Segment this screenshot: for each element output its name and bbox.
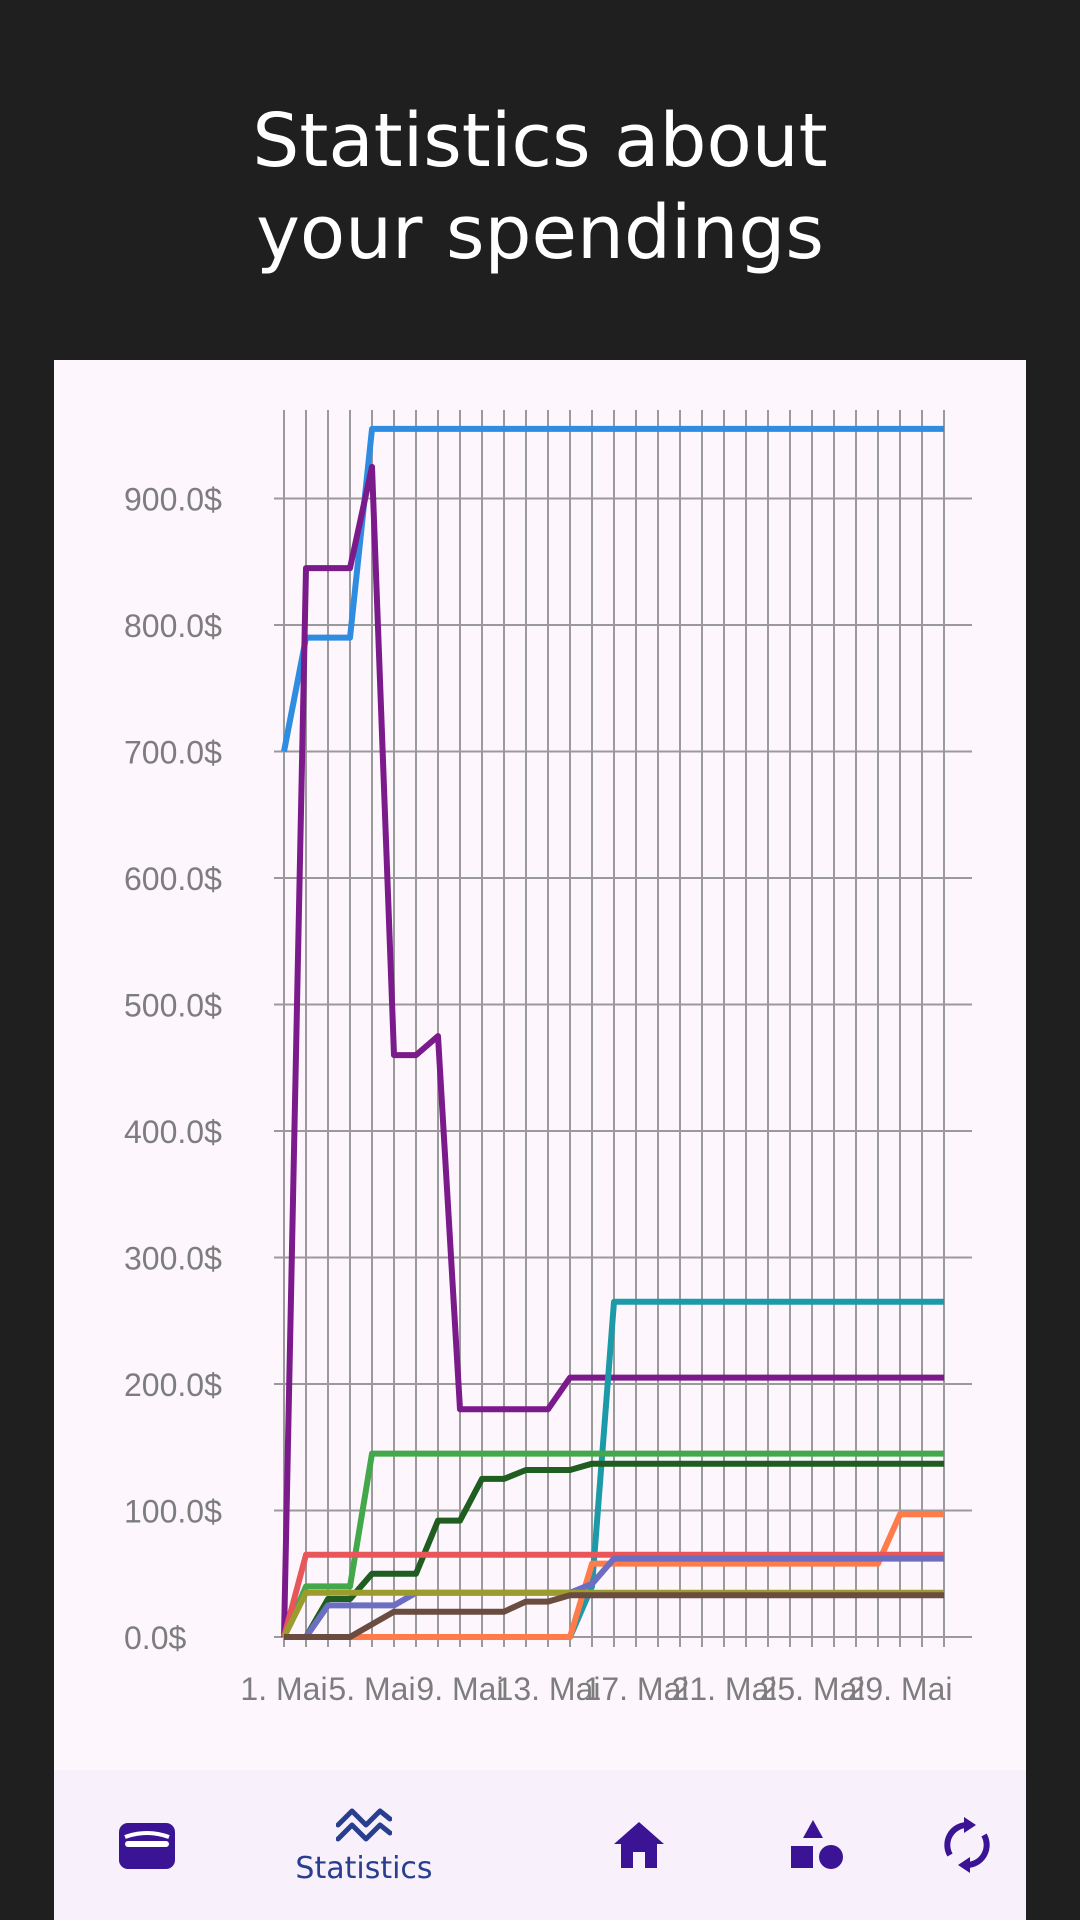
y-tick-label: 900.0$ <box>124 482 222 518</box>
wallet-icon <box>119 1823 175 1869</box>
series-line-1 <box>281 425 944 753</box>
y-tick-label: 100.0$ <box>124 1494 222 1530</box>
shapes-icon <box>791 1820 843 1869</box>
series-line-5 <box>284 1460 944 1640</box>
y-tick-label: 600.0$ <box>124 861 222 897</box>
series-line-7 <box>281 1551 944 1638</box>
series-line-10 <box>284 1592 944 1640</box>
chart-series <box>281 425 944 1640</box>
y-tick-label: 400.0$ <box>124 1114 222 1150</box>
headline-line-2: your spendings <box>256 190 824 276</box>
sync-icon <box>944 1817 990 1873</box>
y-tick-label: 0.0$ <box>124 1620 186 1656</box>
y-tick-label: 500.0$ <box>124 988 222 1024</box>
nav-item-wallet[interactable] <box>82 1770 212 1920</box>
x-tick-label: 29. Mai <box>848 1671 953 1707</box>
home-icon <box>614 1822 664 1868</box>
x-tick-label: 21. Mai <box>672 1671 777 1707</box>
y-tick-label: 300.0$ <box>124 1241 222 1277</box>
x-tick-label: 25. Mai <box>760 1671 865 1707</box>
nav-item-categories[interactable] <box>751 1770 881 1920</box>
x-tick-label: 13. Mai <box>496 1671 601 1707</box>
bottom-navigation: Statistics <box>54 1770 1026 1920</box>
nav-item-recurring[interactable] <box>902 1770 1026 1920</box>
spending-line-chart: 0.0$ 100.0$ 200.0$ 300.0$ 400.0$ 500.0$ 600.0$… <box>124 410 972 1708</box>
headline-line-1: Statistics about <box>252 98 828 184</box>
chart-labels: 0.0$ 100.0$ 200.0$ 300.0$ 400.0$ 500.0$ 600.0$… <box>124 482 952 1708</box>
chart-grid <box>274 410 972 1647</box>
phone-screen: 0.0$ 100.0$ 200.0$ 300.0$ 400.0$ 500.0$ 600.0$… <box>54 360 1026 1920</box>
x-tick-label: 1. Mai <box>240 1671 327 1707</box>
headline: Statistics about your spendings <box>0 95 1080 279</box>
nav-item-statistics[interactable]: Statistics <box>264 1770 464 1920</box>
y-tick-label: 800.0$ <box>124 608 222 644</box>
series-line-6 <box>284 1511 944 1640</box>
trending-icon <box>336 1808 392 1841</box>
x-tick-label: 17. Mai <box>584 1671 689 1707</box>
series-line-2 <box>281 463 944 1638</box>
nav-item-label-statistics: Statistics <box>295 1850 433 1886</box>
nav-item-home[interactable] <box>574 1770 704 1920</box>
y-tick-label: 200.0$ <box>124 1367 222 1403</box>
x-tick-label: 9. Mai <box>416 1671 503 1707</box>
y-tick-label: 700.0$ <box>124 735 222 771</box>
x-tick-label: 5. Mai <box>328 1671 415 1707</box>
